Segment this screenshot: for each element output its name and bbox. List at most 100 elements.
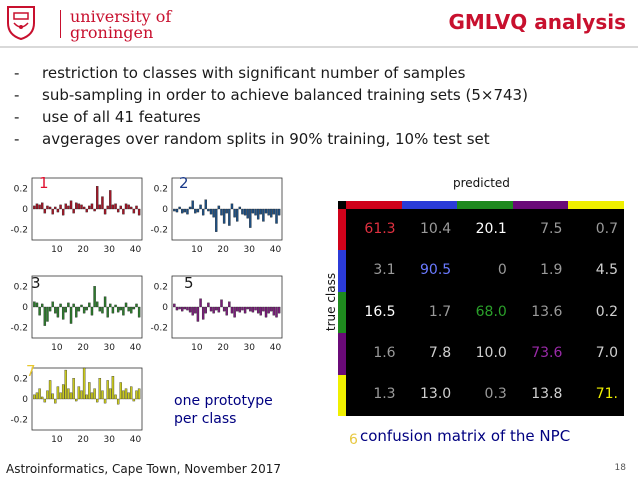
bar [93, 388, 96, 400]
bar [56, 208, 60, 213]
bullet-item: - restriction to classes with significant… [14, 62, 528, 84]
prototype-caption: one prototype per class [174, 392, 273, 428]
bar [173, 208, 176, 212]
bar [119, 205, 122, 210]
bar [41, 202, 44, 210]
bar [106, 205, 109, 210]
bar [228, 208, 231, 226]
bar [69, 392, 73, 400]
bar [137, 306, 141, 318]
bar [135, 303, 138, 308]
bar [222, 306, 226, 312]
bar [48, 206, 52, 210]
confusion-cell: 16.5 [364, 303, 396, 320]
confusion-cell: 1.7 [428, 303, 452, 320]
bullet-text: restriction to classes with significant … [42, 64, 466, 82]
bar [56, 386, 60, 400]
bar [267, 306, 270, 314]
true-class-color-bar [338, 291, 346, 334]
bar [262, 306, 265, 312]
y-tick-label: 0 [162, 205, 168, 215]
true-class-color-bar [338, 250, 346, 292]
bar [56, 306, 60, 318]
bar [119, 306, 122, 311]
bar [69, 306, 73, 324]
confusion-cell: 0.3 [484, 386, 507, 403]
x-tick-label: 30 [104, 343, 116, 353]
bar [41, 303, 44, 308]
university-name-line1: university of [70, 7, 172, 26]
x-tick-label: 10 [51, 435, 63, 445]
bar [241, 306, 244, 311]
bar [209, 306, 213, 312]
bullet-item: - use of all 41 features [14, 106, 528, 128]
bullet-dash: - [14, 86, 20, 104]
confusion-cell: 20.1 [475, 220, 507, 237]
logo-divider [60, 10, 61, 38]
bar [72, 208, 75, 214]
bar [93, 208, 96, 212]
bar [175, 208, 179, 213]
confusion-cell: 3.1 [373, 262, 396, 279]
x-tick-label: 40 [130, 245, 142, 255]
bar [80, 304, 83, 308]
bar [101, 196, 104, 210]
bar [35, 392, 39, 400]
bullet-dash: - [14, 108, 20, 126]
bar [111, 306, 115, 314]
bar [43, 398, 47, 403]
bar [119, 382, 122, 400]
bar [72, 303, 75, 308]
prototype-chart-2: 0.2 0 -0.2 10 20 30 40 [150, 177, 283, 255]
y-tick-label: 0.2 [14, 184, 28, 194]
y-tick-label: 0.2 [14, 374, 28, 384]
y-tick-label: 0 [162, 303, 168, 313]
confusion-caption: confusion matrix of the NPC [360, 427, 571, 445]
bar [96, 398, 99, 403]
bar [270, 306, 273, 312]
bar [194, 306, 197, 314]
bar [103, 398, 107, 404]
bar [90, 203, 94, 210]
bar [82, 367, 86, 400]
predicted-class-color-bar [401, 201, 458, 209]
bar [98, 204, 102, 210]
confusion-cell: 10.4 [420, 220, 452, 237]
confusion-cell: 68.0 [475, 303, 507, 320]
prototype-label-7: 7 [26, 362, 36, 380]
prototype-plot-3: 0.2 0 -0.2 10 20 30 40 3 [6, 268, 156, 367]
true-class-axis-label: true class [324, 272, 339, 332]
confusion-cell: 7.8 [428, 344, 452, 361]
x-tick-label: 20 [77, 245, 89, 255]
bar [75, 398, 78, 402]
bar [272, 208, 276, 215]
bar [96, 186, 99, 210]
prototype-label-3: 3 [31, 274, 41, 292]
bar [249, 306, 252, 312]
confusion-cell: 13.8 [531, 386, 563, 403]
page-number: 18 [614, 463, 626, 473]
bar [207, 208, 210, 212]
bullet-list: - restriction to classes with significant… [14, 62, 528, 150]
bar [67, 302, 70, 308]
bar [75, 306, 78, 318]
bar [241, 208, 244, 215]
predicted-class-color-bar [512, 201, 569, 209]
bar [43, 306, 47, 326]
bar [186, 306, 189, 311]
bar [98, 378, 102, 400]
prototype-label-1: 1 [39, 174, 49, 192]
bar [251, 208, 255, 214]
bar [225, 208, 228, 214]
prototype-caption-line2: per class [174, 411, 237, 427]
bar [246, 208, 249, 219]
bar [98, 306, 102, 312]
bar [178, 306, 181, 310]
y-tick-label: 0.2 [14, 282, 28, 292]
bar [46, 306, 49, 322]
bar [124, 388, 128, 400]
bar [199, 204, 202, 210]
bar [59, 204, 62, 210]
bar [181, 306, 184, 312]
bar [137, 208, 141, 216]
